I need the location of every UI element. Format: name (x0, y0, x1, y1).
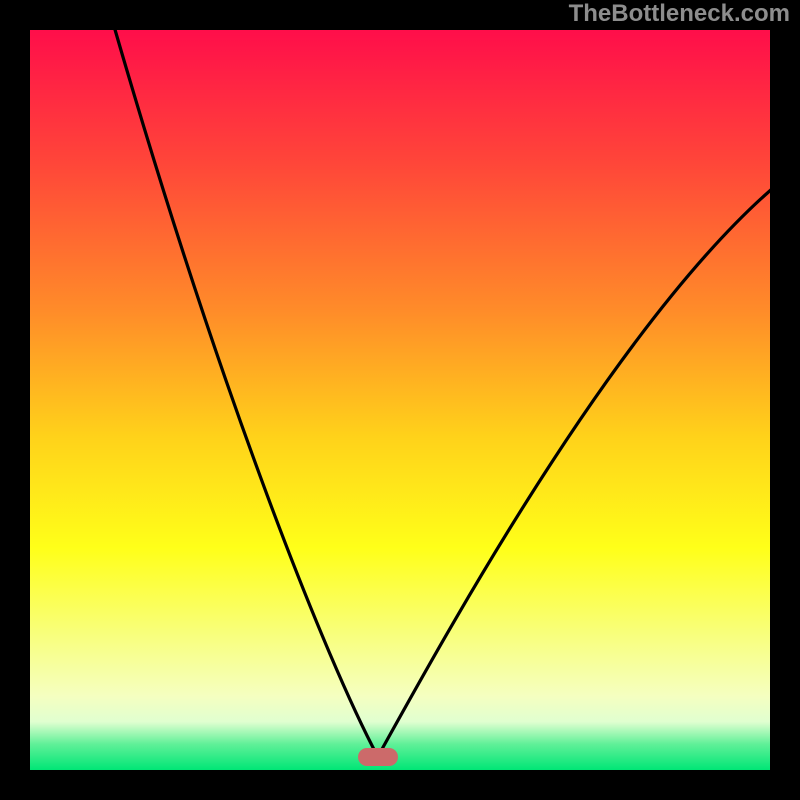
watermark-text: TheBottleneck.com (569, 0, 790, 28)
chart-container: TheBottleneck.com (0, 0, 800, 800)
bottleneck-curve (30, 30, 770, 770)
plot-area (30, 30, 770, 770)
bottleneck-marker (358, 748, 398, 766)
